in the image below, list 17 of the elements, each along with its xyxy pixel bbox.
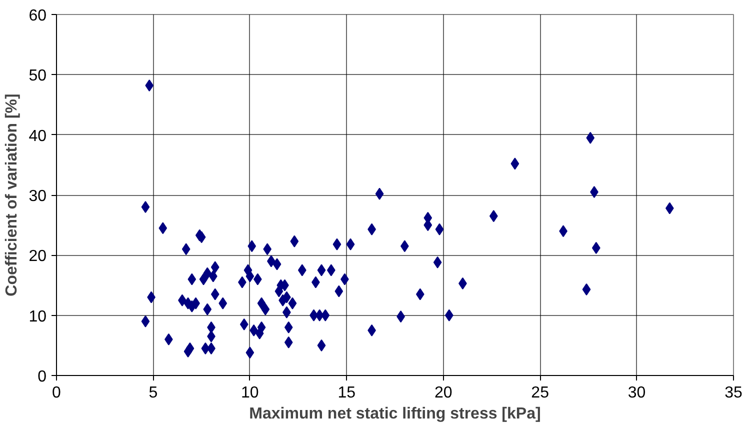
y-tick-label: 50 (28, 68, 47, 85)
x-tick-label: 15 (338, 384, 356, 402)
y-tick-label: 40 (28, 128, 47, 145)
x-tick-label: 10 (241, 384, 259, 402)
y-tick-label: 60 (28, 8, 47, 24)
x-tick-label: 5 (148, 384, 158, 402)
y-tick-label: 0 (38, 368, 47, 386)
y-axis-title: Coefficient of variation [%] (4, 94, 21, 296)
x-tick-label: 30 (628, 384, 646, 402)
y-tick-label: 20 (28, 248, 47, 266)
x-tick-label: 0 (52, 384, 62, 402)
y-tick-label: 30 (28, 188, 47, 205)
x-tick-label: 35 (724, 384, 742, 402)
y-tick-label: 10 (28, 308, 47, 326)
x-tick-label: 25 (531, 384, 550, 402)
x-axis-title: Maximum net static lifting stress [kPa] (249, 406, 541, 422)
x-tick-label: 20 (434, 384, 452, 402)
